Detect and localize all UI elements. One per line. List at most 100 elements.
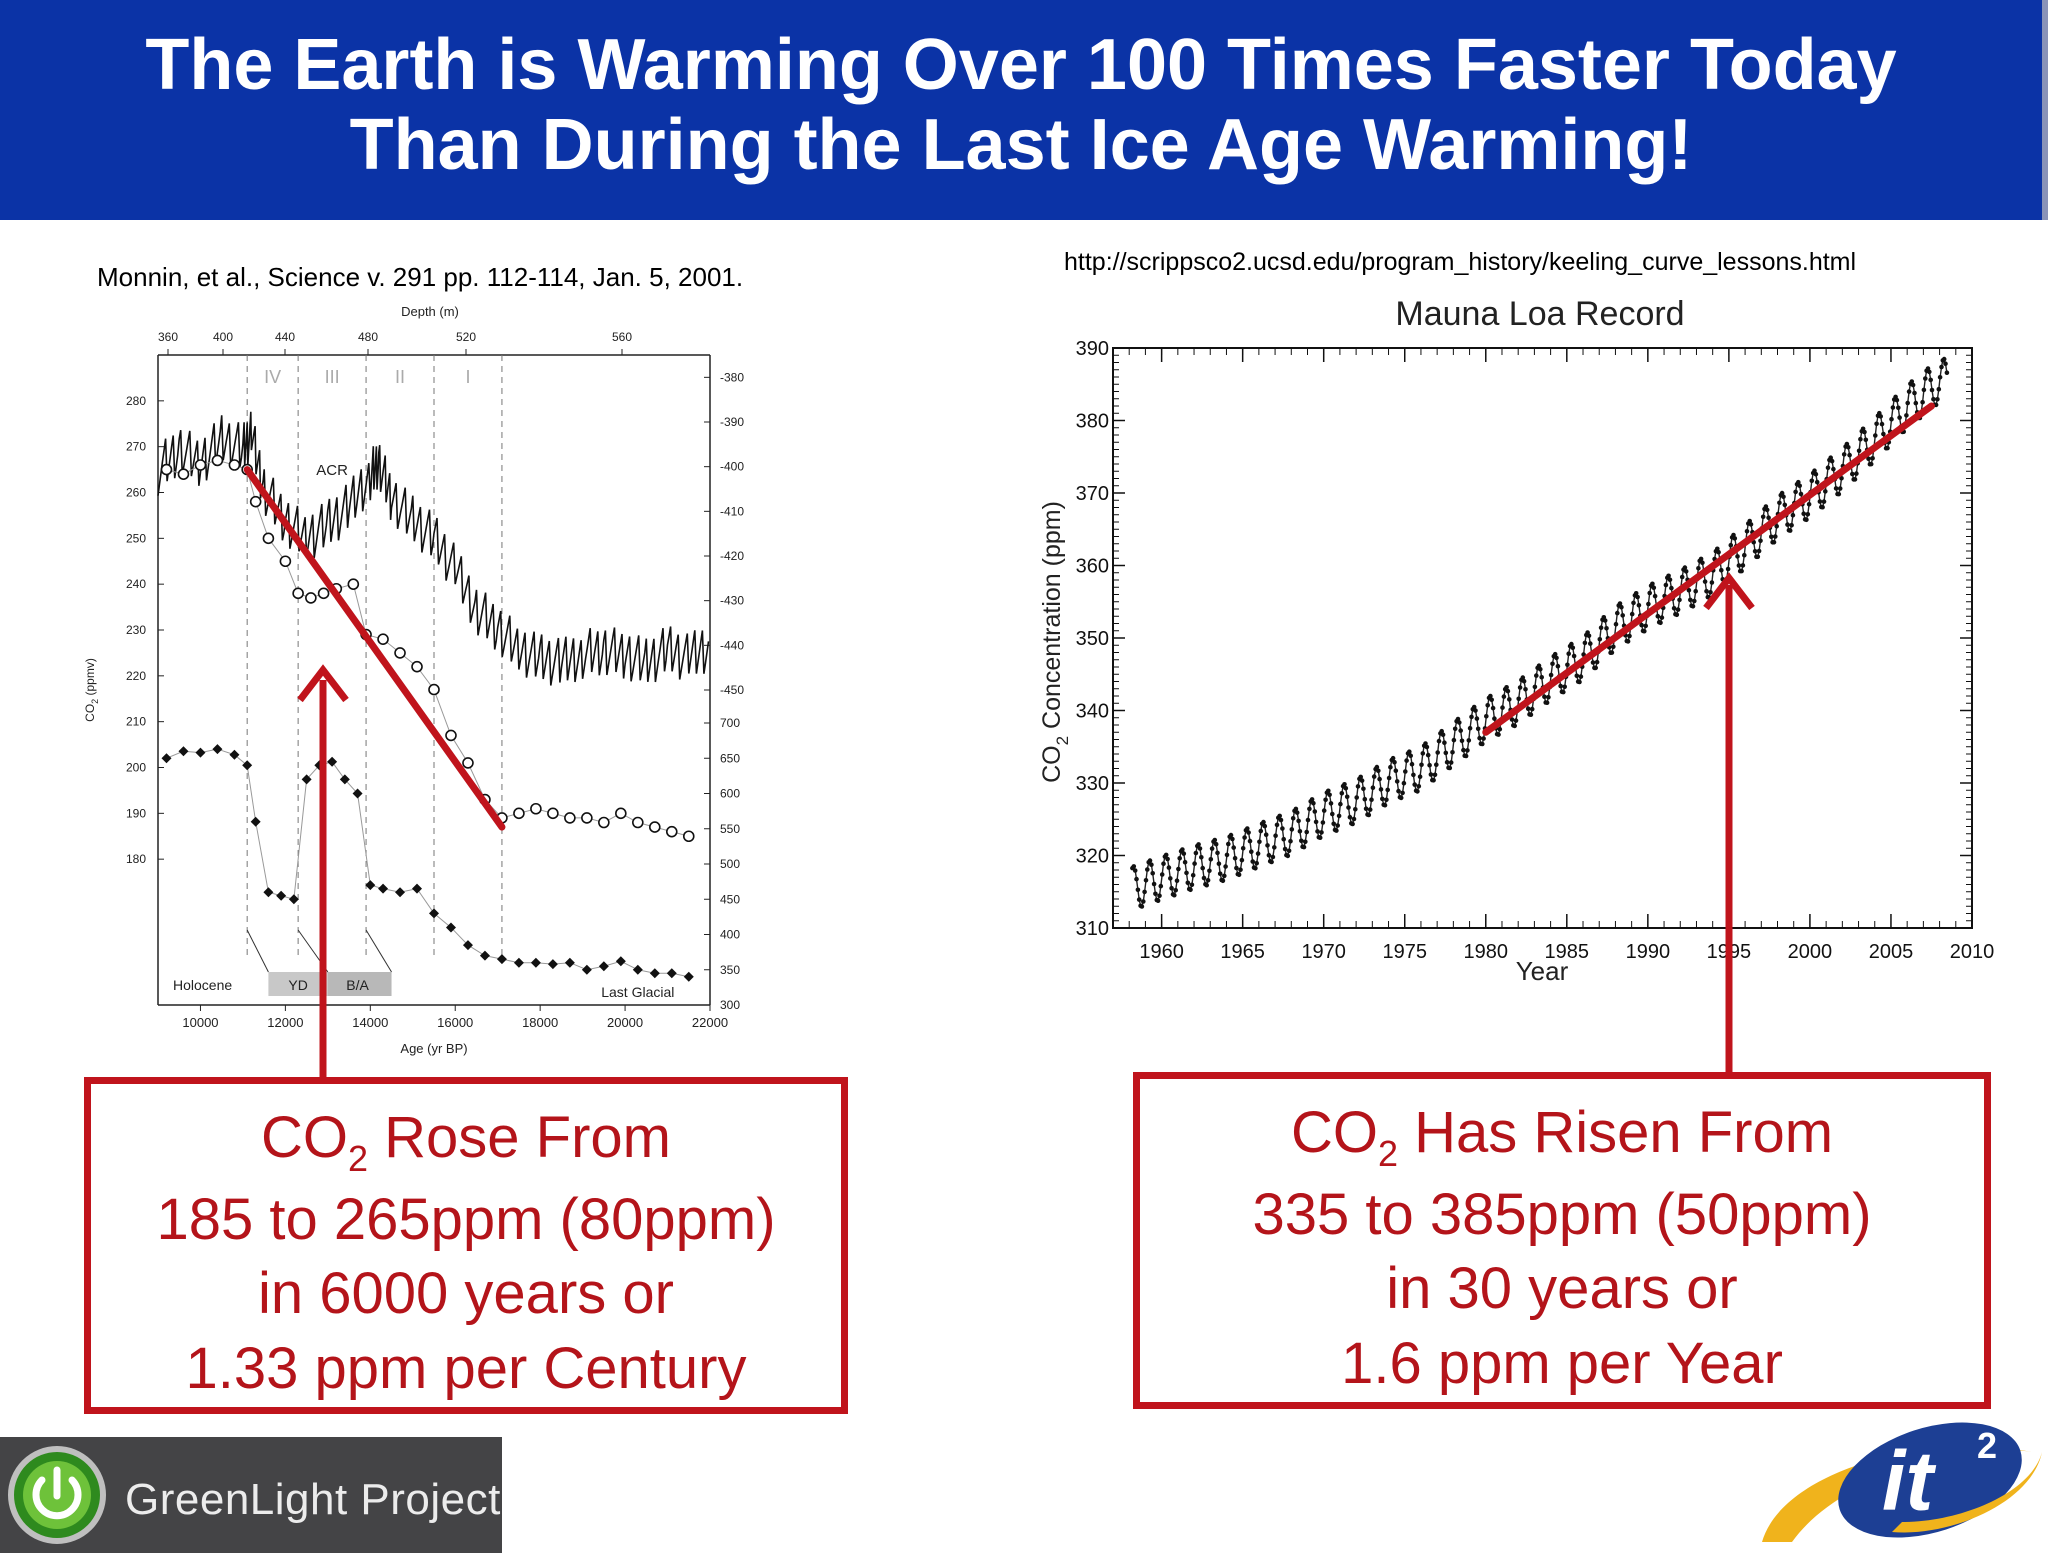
co2-point bbox=[1812, 468, 1817, 473]
co2-point bbox=[564, 812, 576, 824]
ppm-tick-label: 320 bbox=[1076, 846, 1109, 868]
co2-tick-label: 200 bbox=[126, 761, 146, 775]
ch4-point bbox=[352, 788, 363, 799]
co2-point bbox=[1416, 784, 1422, 789]
co2-point bbox=[1655, 613, 1661, 619]
co2-tick-label: 260 bbox=[126, 486, 146, 500]
co2-point bbox=[1758, 538, 1763, 544]
last-glacial-label: Last Glacial bbox=[601, 984, 674, 1000]
co2-point bbox=[1457, 720, 1462, 725]
co2-point bbox=[1475, 726, 1481, 732]
co2-point bbox=[1814, 479, 1820, 485]
ppm-tick-label: 390 bbox=[1076, 338, 1109, 360]
left-callout-line-3: in 6000 years or bbox=[258, 1261, 674, 1326]
co2-point bbox=[1856, 448, 1862, 454]
co2-point bbox=[1328, 801, 1334, 806]
co2-point bbox=[1473, 708, 1478, 713]
year-tick-label: 2010 bbox=[1950, 941, 1995, 963]
co2-point bbox=[1643, 623, 1648, 629]
co2-point bbox=[1566, 651, 1571, 656]
co2-point bbox=[1598, 625, 1604, 630]
co2-point bbox=[1639, 622, 1644, 628]
co2-point bbox=[1240, 846, 1246, 851]
co2-point bbox=[1642, 628, 1647, 634]
dd-tick-label: -410 bbox=[720, 504, 744, 518]
co2-point bbox=[1136, 897, 1142, 902]
co2-point bbox=[1862, 429, 1867, 435]
ch4-tick-label: 400 bbox=[720, 928, 740, 942]
phase-label: I bbox=[465, 367, 470, 387]
title-banner-shadow bbox=[2042, 0, 2048, 220]
co2-point bbox=[1677, 597, 1682, 603]
depth-tick-label: 520 bbox=[456, 330, 476, 344]
co2-point bbox=[445, 729, 457, 742]
co2-point bbox=[1336, 813, 1342, 819]
co2-point bbox=[1500, 705, 1505, 710]
co2-point bbox=[1311, 800, 1316, 806]
co2-tick-label: 250 bbox=[126, 531, 146, 545]
co2-point bbox=[1435, 750, 1440, 755]
co2-point bbox=[1839, 476, 1844, 481]
co2-point bbox=[615, 807, 627, 820]
co2-point bbox=[1155, 898, 1161, 903]
co2-point bbox=[1558, 683, 1563, 689]
co2-point bbox=[1190, 873, 1196, 878]
co2-point bbox=[1688, 597, 1693, 603]
co2-point bbox=[1132, 868, 1138, 873]
co2-point bbox=[1620, 613, 1625, 618]
co2-point bbox=[1386, 775, 1392, 781]
co2-point bbox=[1277, 813, 1282, 819]
co2-point bbox=[1350, 821, 1355, 827]
ch4-point bbox=[212, 744, 223, 755]
co2-point bbox=[1327, 792, 1332, 798]
co2-axis-title: CO2 (ppmv) bbox=[83, 658, 100, 722]
co2-point bbox=[1509, 717, 1515, 722]
left-arrow-head bbox=[297, 664, 349, 703]
co2-point bbox=[1913, 400, 1919, 406]
co2-point bbox=[1492, 716, 1497, 721]
co2-point bbox=[1415, 789, 1420, 794]
co2-point bbox=[1686, 588, 1692, 593]
co2-point bbox=[632, 816, 644, 829]
co2-point bbox=[1625, 639, 1631, 644]
co2-point bbox=[1231, 845, 1236, 850]
co2-point bbox=[1458, 728, 1463, 733]
co2-point bbox=[1663, 582, 1669, 588]
co2-point bbox=[1197, 846, 1203, 851]
co2-point bbox=[1489, 697, 1494, 703]
ch4-tick-label: 350 bbox=[720, 963, 740, 977]
co2-point bbox=[1742, 552, 1747, 558]
co2-point bbox=[1534, 673, 1539, 678]
ch4-point bbox=[615, 956, 626, 967]
co2-point bbox=[1709, 580, 1715, 585]
co2-point bbox=[1683, 569, 1689, 574]
left-callout-line-1: CO2 Rose From bbox=[261, 1105, 671, 1179]
co2-point bbox=[1145, 867, 1150, 872]
co2-point bbox=[1879, 421, 1885, 427]
co2-point bbox=[228, 459, 241, 471]
co2-point bbox=[1342, 782, 1347, 787]
co2-point bbox=[1944, 370, 1950, 375]
co2-point bbox=[1382, 802, 1388, 808]
co2-point bbox=[1597, 637, 1603, 642]
right-callout-line-4: 1.6 ppm per Year bbox=[1341, 1331, 1783, 1396]
co2-point bbox=[1220, 878, 1226, 884]
co2-tick-label: 210 bbox=[126, 715, 146, 729]
holocene-label: Holocene bbox=[173, 977, 232, 993]
co2-point bbox=[1428, 772, 1434, 777]
year-tick-label: 2000 bbox=[1788, 941, 1833, 963]
co2-point bbox=[1937, 375, 1943, 380]
co2-point bbox=[1193, 850, 1199, 856]
co2-point bbox=[160, 463, 173, 476]
ch4-tick-label: 700 bbox=[720, 716, 740, 730]
co2-point bbox=[1157, 893, 1162, 898]
right-callout-line-3: in 30 years or bbox=[1386, 1256, 1738, 1321]
right-arrow-head bbox=[1703, 572, 1755, 611]
co2-point bbox=[1369, 797, 1374, 802]
co2-point bbox=[1303, 839, 1308, 845]
co2-point bbox=[1675, 607, 1681, 612]
ch4-point bbox=[598, 961, 609, 972]
co2-point bbox=[1320, 820, 1326, 825]
co2-point bbox=[1168, 876, 1173, 881]
co2-point bbox=[1185, 880, 1191, 886]
